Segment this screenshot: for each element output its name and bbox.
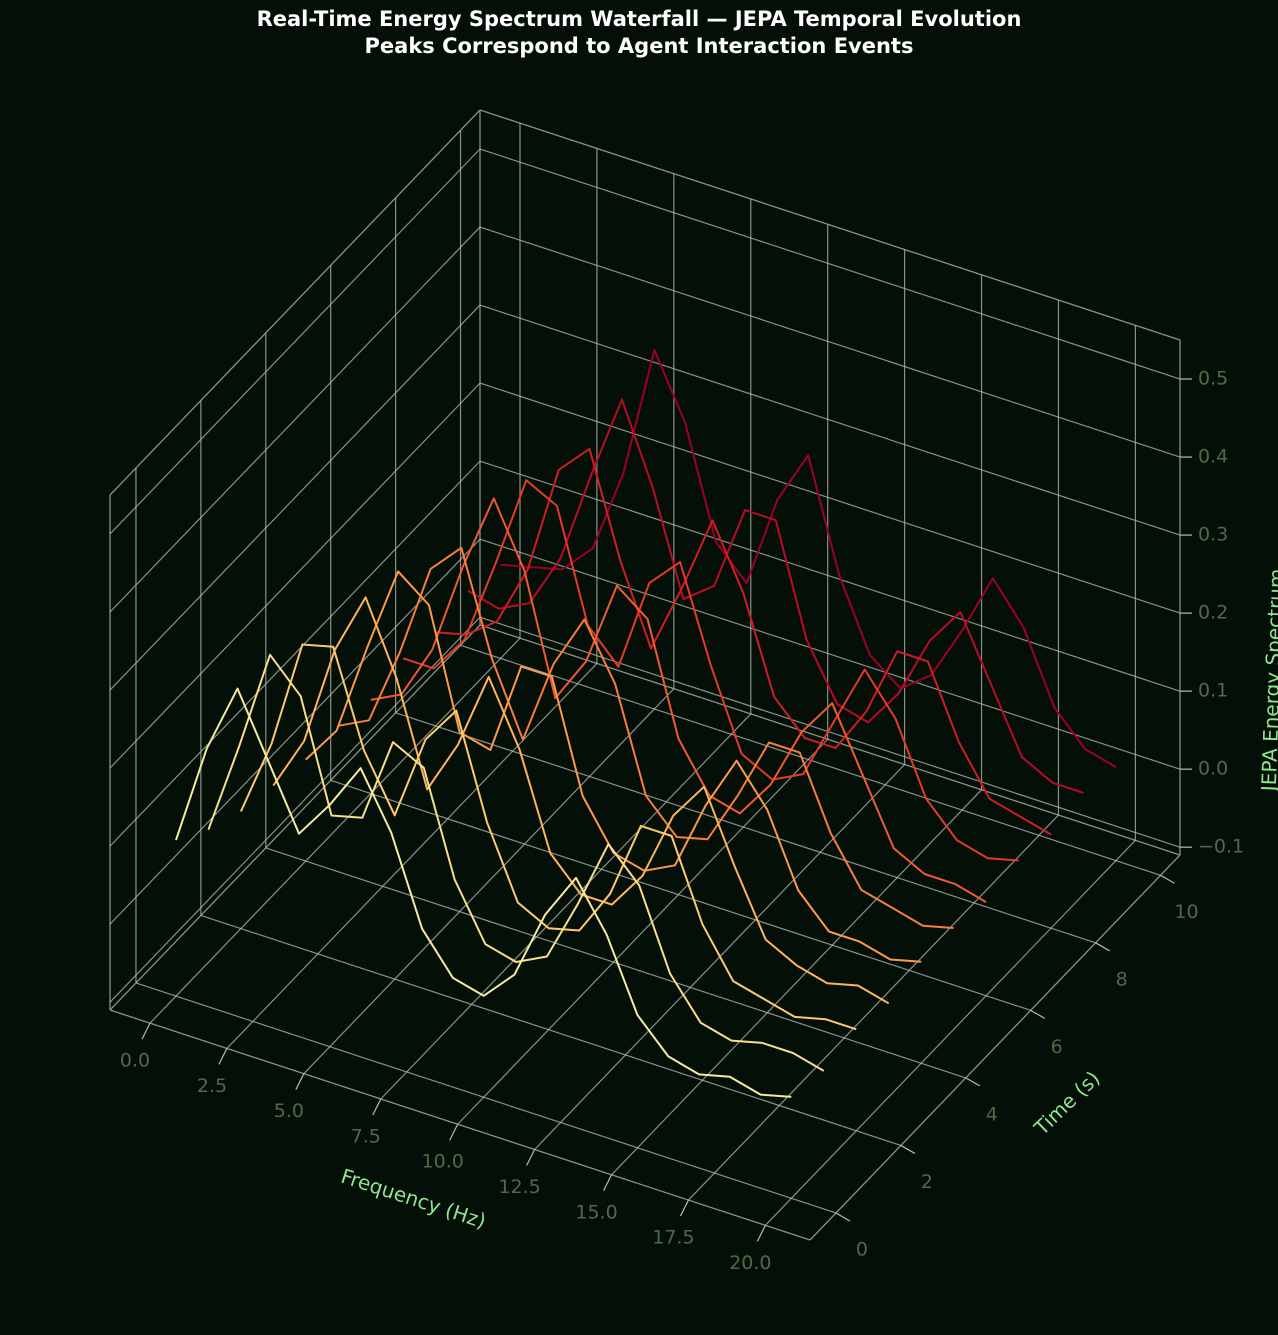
z-tick-label: 0.1 xyxy=(1198,680,1228,702)
y-tick-label: 2 xyxy=(921,1171,933,1193)
spectrum-line xyxy=(338,546,954,929)
y-tick-label: 0 xyxy=(856,1238,868,1260)
grid-line xyxy=(149,637,521,1024)
grid-line xyxy=(688,814,1059,1201)
y-tick-label: 6 xyxy=(1051,1036,1063,1058)
spectrum-line xyxy=(272,596,890,1005)
spectrum-line xyxy=(175,687,792,1098)
grid-line xyxy=(479,460,1181,692)
grid-line xyxy=(109,460,481,847)
spectrum-line xyxy=(402,479,1019,862)
x-tick-label: 2.5 xyxy=(197,1075,227,1097)
z-tick-label: 0.2 xyxy=(1198,602,1228,624)
spectrum-line xyxy=(435,447,1052,836)
x-tick-label: 17.5 xyxy=(652,1227,694,1249)
plot-area xyxy=(175,349,1117,1098)
z-tick-label: 0.4 xyxy=(1198,446,1228,468)
y-tick-mark xyxy=(1030,1009,1045,1019)
pane-edge xyxy=(479,109,1181,341)
y-tick-label: 10 xyxy=(1174,901,1198,923)
pane-edge xyxy=(809,854,1181,1241)
chart-title: Real-Time Energy Spectrum Waterfall — JE… xyxy=(257,7,1022,31)
grid-line xyxy=(479,616,1181,848)
x-tick-mark xyxy=(526,1149,536,1166)
x-tick-label: 12.5 xyxy=(498,1176,540,1198)
z-axis-label: JEPA Energy Spectrum xyxy=(1257,568,1278,793)
x-tick-label: 5.0 xyxy=(274,1100,304,1122)
grid-line xyxy=(109,616,481,1003)
grid-line xyxy=(395,712,1096,944)
grid-line xyxy=(479,226,1181,458)
grid-line xyxy=(457,738,829,1125)
grid-line xyxy=(303,688,675,1075)
x-tick-mark xyxy=(295,1073,305,1090)
y-tick-mark xyxy=(1160,874,1175,884)
x-tick-mark xyxy=(679,1199,689,1217)
x-tick-mark xyxy=(449,1123,459,1141)
spectrum-line xyxy=(305,570,922,963)
z-tick-label: −0.1 xyxy=(1198,836,1244,858)
x-tick-mark xyxy=(603,1174,613,1192)
x-tick-mark xyxy=(756,1225,766,1242)
grid-line xyxy=(479,148,1181,380)
grid-line xyxy=(611,789,982,1176)
spectrum-line xyxy=(239,643,857,1031)
grid-line xyxy=(109,382,481,769)
x-tick-label: 15.0 xyxy=(575,1201,617,1223)
grid-line xyxy=(109,148,481,535)
grid-line xyxy=(135,982,837,1214)
x-tick-label: 10.0 xyxy=(422,1151,464,1173)
grid-line xyxy=(200,914,902,1147)
grid-line xyxy=(265,847,966,1079)
y-tick-label: 8 xyxy=(1116,968,1128,990)
grid-line xyxy=(380,713,752,1100)
x-tick-mark xyxy=(141,1022,151,1040)
spectrum-line xyxy=(207,653,825,1072)
y-tick-mark xyxy=(965,1077,981,1087)
grid-line xyxy=(479,304,1181,536)
grid-line xyxy=(479,538,1181,770)
grid-line xyxy=(226,663,598,1049)
z-tick-label: 0.5 xyxy=(1198,368,1228,390)
grid-line xyxy=(109,226,481,613)
x-tick-mark xyxy=(218,1048,228,1065)
grid-line xyxy=(109,304,481,691)
y-tick-label: 4 xyxy=(986,1103,998,1125)
spectrum-line xyxy=(370,497,987,903)
x-tick-mark xyxy=(372,1098,382,1116)
grid-line xyxy=(330,779,1031,1011)
grid-line xyxy=(479,382,1181,614)
y-tick-mark xyxy=(835,1212,851,1222)
y-tick-mark xyxy=(900,1144,916,1154)
spectrum-line xyxy=(467,398,1084,794)
pane-edge xyxy=(109,624,481,1011)
z-tick-label: 0.0 xyxy=(1198,758,1228,780)
chart-subtitle: Peaks Correspond to Agent Interaction Ev… xyxy=(365,34,914,58)
x-tick-label: 7.5 xyxy=(351,1125,381,1147)
x-tick-label: 0.0 xyxy=(120,1050,150,1072)
z-tick-label: 0.3 xyxy=(1198,524,1228,546)
spectrum-line xyxy=(500,349,1117,768)
pane-edge xyxy=(109,109,481,496)
grid-line xyxy=(764,839,1136,1226)
y-tick-mark xyxy=(1095,942,1110,952)
x-tick-label: 20.0 xyxy=(729,1252,771,1274)
